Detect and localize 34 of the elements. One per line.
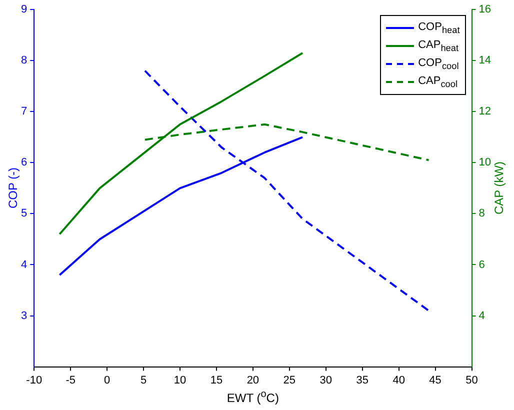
- y2-tick-label: 12: [478, 106, 492, 118]
- y-tick-label: 4: [20, 258, 28, 271]
- x-tick-label: 45: [429, 374, 442, 386]
- y2-tick-label: 8: [478, 208, 485, 220]
- y2-tick-label: 10: [478, 156, 492, 169]
- x-tick-label: 30: [320, 374, 332, 386]
- y-tick-label: 6: [20, 156, 28, 169]
- y-tick-label: 3: [20, 310, 28, 322]
- x-axis-title: EWT ($^{o}$C): [226, 388, 279, 405]
- x-tick-label: 40: [392, 374, 405, 386]
- x-tick-label: 5: [140, 374, 147, 386]
- y2-tick-label: 16: [478, 4, 492, 16]
- x-tick-label: 25: [283, 374, 296, 386]
- y2-tick-label: 4: [478, 310, 485, 322]
- x-tick-label: -5: [66, 374, 76, 386]
- x-tick-label: 15: [210, 374, 223, 386]
- x-tick-label: 10: [174, 374, 186, 386]
- y-axis-title: COP (-): [6, 168, 20, 209]
- y-tick-label: 9: [20, 4, 28, 16]
- legend-label: COP$_{cool}$: [418, 56, 459, 71]
- legend-label: COP$_{heat}$: [418, 20, 460, 35]
- y2-tick-label: 14: [478, 54, 492, 67]
- y-tick-label: 7: [20, 106, 28, 118]
- x-tick-label: 50: [466, 374, 478, 386]
- legend-label: CAP$_{cool}$: [418, 74, 458, 89]
- legend-label: CAP$_{heat}$: [418, 38, 459, 53]
- y-tick-label: 5: [20, 208, 28, 220]
- y2-axis-title: CAP (kW): [492, 162, 506, 215]
- x-tick-label: -10: [26, 374, 42, 386]
- y-tick-label: 8: [20, 54, 28, 67]
- x-tick-label: 0: [104, 374, 110, 386]
- x-tick-label: 35: [356, 374, 368, 386]
- y2-tick-label: 6: [478, 258, 485, 271]
- x-tick-label: 20: [246, 374, 260, 386]
